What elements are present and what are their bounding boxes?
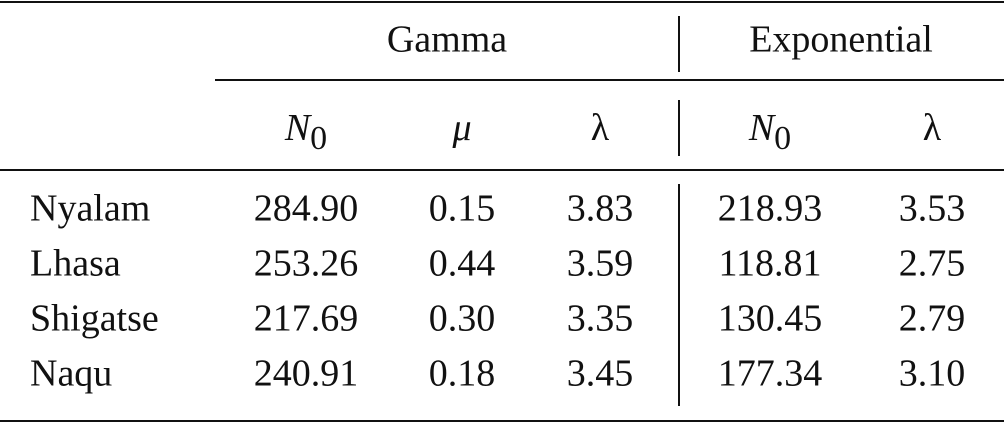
column-header: N0 bbox=[284, 107, 327, 157]
cell: 0.44 bbox=[429, 243, 496, 285]
cell: 218.93 bbox=[718, 188, 823, 230]
row-label: Lhasa bbox=[30, 243, 121, 285]
column-symbol: λ bbox=[591, 107, 610, 149]
cell: 3.53 bbox=[899, 188, 966, 230]
column-symbol: N bbox=[748, 107, 777, 149]
cell: 2.79 bbox=[899, 298, 966, 340]
cell: 3.35 bbox=[567, 298, 634, 340]
cell: 217.69 bbox=[254, 298, 359, 340]
cell: 3.10 bbox=[899, 353, 966, 395]
cell: 177.34 bbox=[718, 353, 823, 395]
column-header: λ bbox=[591, 107, 610, 149]
cell: 0.30 bbox=[429, 298, 496, 340]
column-symbol: λ bbox=[923, 107, 942, 149]
group-header: Gamma bbox=[387, 19, 507, 61]
column-symbol: N bbox=[284, 107, 313, 149]
row-label: Shigatse bbox=[30, 298, 159, 340]
column-symbol: μ bbox=[451, 107, 471, 149]
cell: 118.81 bbox=[718, 243, 821, 285]
cell: 3.83 bbox=[567, 188, 634, 230]
cell: 3.59 bbox=[567, 243, 634, 285]
cell: 130.45 bbox=[718, 298, 823, 340]
row-label: Naqu bbox=[30, 353, 112, 395]
cell: 0.18 bbox=[429, 353, 496, 395]
cell: 2.75 bbox=[899, 243, 966, 285]
group-header: Exponential bbox=[749, 19, 933, 61]
column-header: μ bbox=[451, 107, 471, 149]
cell: 3.45 bbox=[567, 353, 634, 395]
column-subscript: 0 bbox=[310, 120, 327, 157]
column-header: λ bbox=[923, 107, 942, 149]
cell: 240.91 bbox=[254, 353, 359, 395]
cell: 284.90 bbox=[254, 188, 359, 230]
column-subscript: 0 bbox=[774, 120, 791, 157]
column-header: N0 bbox=[748, 107, 791, 157]
cell: 0.15 bbox=[429, 188, 496, 230]
row-label: Nyalam bbox=[30, 188, 150, 230]
cell: 253.26 bbox=[254, 243, 359, 285]
